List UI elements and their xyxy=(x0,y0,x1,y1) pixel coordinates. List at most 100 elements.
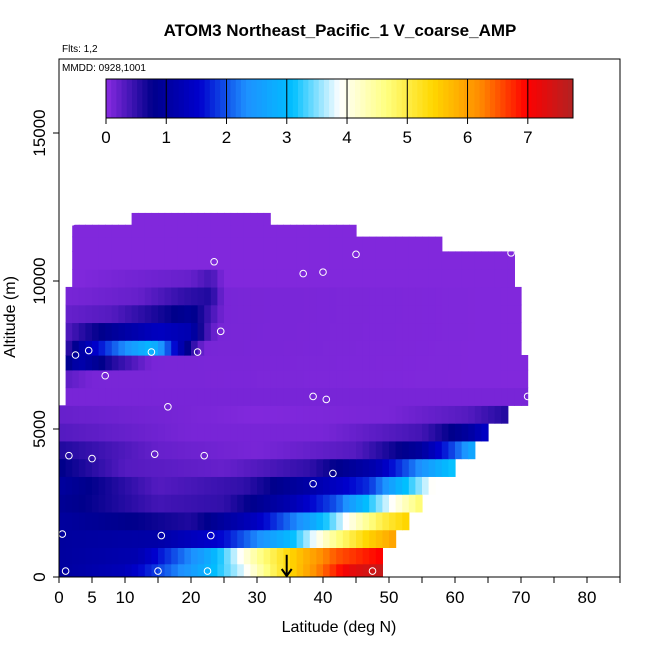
heatmap-cell xyxy=(375,269,383,288)
heatmap-cell xyxy=(250,494,258,513)
heatmap-cell xyxy=(72,304,80,324)
heatmap-cell xyxy=(369,355,377,371)
heatmap-cell xyxy=(382,236,390,252)
x-tick-label: 70 xyxy=(512,588,531,607)
heatmap-cell xyxy=(514,304,522,324)
heatmap-cell xyxy=(224,529,232,548)
heatmap-cell xyxy=(428,251,436,270)
heatmap-cell xyxy=(290,355,298,371)
heatmap-cell xyxy=(276,476,284,495)
sample-point xyxy=(207,531,215,540)
heatmap-cell xyxy=(448,440,456,460)
heatmap-cell xyxy=(197,340,205,356)
heatmap-cell xyxy=(270,387,278,406)
heatmap-cell xyxy=(78,405,86,424)
heatmap-cell xyxy=(85,563,93,577)
heatmap-cell xyxy=(336,494,344,513)
heatmap-cell xyxy=(356,236,364,252)
heatmap-cell xyxy=(422,322,430,341)
heatmap-cell xyxy=(316,369,324,389)
heatmap-cell xyxy=(428,286,436,306)
heatmap-cell xyxy=(131,476,139,495)
heatmap-cell xyxy=(514,340,522,356)
heatmap-cell xyxy=(349,423,357,442)
heatmap-cell xyxy=(105,476,113,495)
heatmap-cell xyxy=(131,563,139,577)
heatmap-cell xyxy=(151,251,159,270)
heatmap-cell xyxy=(111,322,119,341)
heatmap-cell xyxy=(356,304,364,324)
heatmap-cell xyxy=(309,440,317,460)
heatmap-cell xyxy=(356,563,364,577)
heatmap-cell xyxy=(177,476,185,495)
colorbar-segment xyxy=(178,79,185,118)
heatmap-cell xyxy=(369,251,377,270)
heatmap-cell xyxy=(329,322,337,341)
heatmap-cell xyxy=(263,529,271,548)
y-tick-label: 0 xyxy=(30,572,49,581)
heatmap-cell xyxy=(224,340,232,356)
heatmap-cell xyxy=(118,547,126,565)
heatmap-cell xyxy=(329,387,337,406)
heatmap-cell xyxy=(217,269,225,288)
heatmap-cell xyxy=(395,511,403,531)
heatmap-cell xyxy=(369,494,377,513)
heatmap-cell xyxy=(441,286,449,306)
heatmap-cell xyxy=(144,563,152,577)
heatmap-cell xyxy=(177,387,185,406)
heatmap-cell xyxy=(362,405,370,424)
heatmap-cell xyxy=(257,387,265,406)
heatmap-cell xyxy=(382,458,390,477)
colorbar-segment xyxy=(422,79,429,118)
heatmap-cell xyxy=(362,369,370,389)
heatmap-cell xyxy=(263,355,271,371)
heatmap-cell xyxy=(243,405,251,424)
heatmap-cell xyxy=(309,458,317,477)
heatmap-cell xyxy=(230,340,238,356)
heatmap-cell xyxy=(455,286,463,306)
colorbar-segment xyxy=(116,79,123,118)
heatmap-cell xyxy=(514,387,522,406)
heatmap-cell xyxy=(369,529,377,548)
heatmap-cell xyxy=(171,355,179,371)
heatmap-cell xyxy=(111,269,119,288)
heatmap-cell xyxy=(125,286,133,306)
heatmap-cell xyxy=(65,476,73,495)
heatmap-cell xyxy=(323,529,331,548)
heatmap-cell xyxy=(131,224,139,238)
heatmap-cell xyxy=(349,440,357,460)
heatmap-cell xyxy=(455,269,463,288)
heatmap-cell xyxy=(257,286,265,306)
heatmap-cell xyxy=(158,251,166,270)
heatmap-cell xyxy=(428,458,436,477)
heatmap-cell xyxy=(481,355,489,371)
heatmap-cell xyxy=(389,494,397,513)
heatmap-cell xyxy=(303,304,311,324)
heatmap-cell xyxy=(481,251,489,270)
heatmap-cell xyxy=(342,322,350,341)
heatmap-cell xyxy=(422,340,430,356)
heatmap-cell xyxy=(171,322,179,341)
heatmap-cell xyxy=(283,423,291,442)
heatmap-cell xyxy=(197,423,205,442)
heatmap-cell xyxy=(98,494,106,513)
heatmap-cell xyxy=(501,251,509,270)
heatmap-cell xyxy=(329,269,337,288)
heatmap-cell xyxy=(250,476,258,495)
heatmap-cell xyxy=(296,547,304,565)
heatmap-cell xyxy=(250,322,258,341)
heatmap-cell xyxy=(276,340,284,356)
heatmap-cell xyxy=(118,494,126,513)
heatmap-cell xyxy=(303,322,311,341)
heatmap-cell xyxy=(481,423,489,442)
heatmap-cell xyxy=(276,224,284,238)
heatmap-cell xyxy=(78,322,86,341)
heatmap-cell xyxy=(158,269,166,288)
heatmap-cell xyxy=(283,304,291,324)
heatmap-cell xyxy=(105,286,113,306)
heatmap-cell xyxy=(375,458,383,477)
heatmap-cell xyxy=(270,340,278,356)
heatmap-cell xyxy=(184,251,192,270)
heatmap-cell xyxy=(375,440,383,460)
heatmap-cell xyxy=(158,340,166,356)
